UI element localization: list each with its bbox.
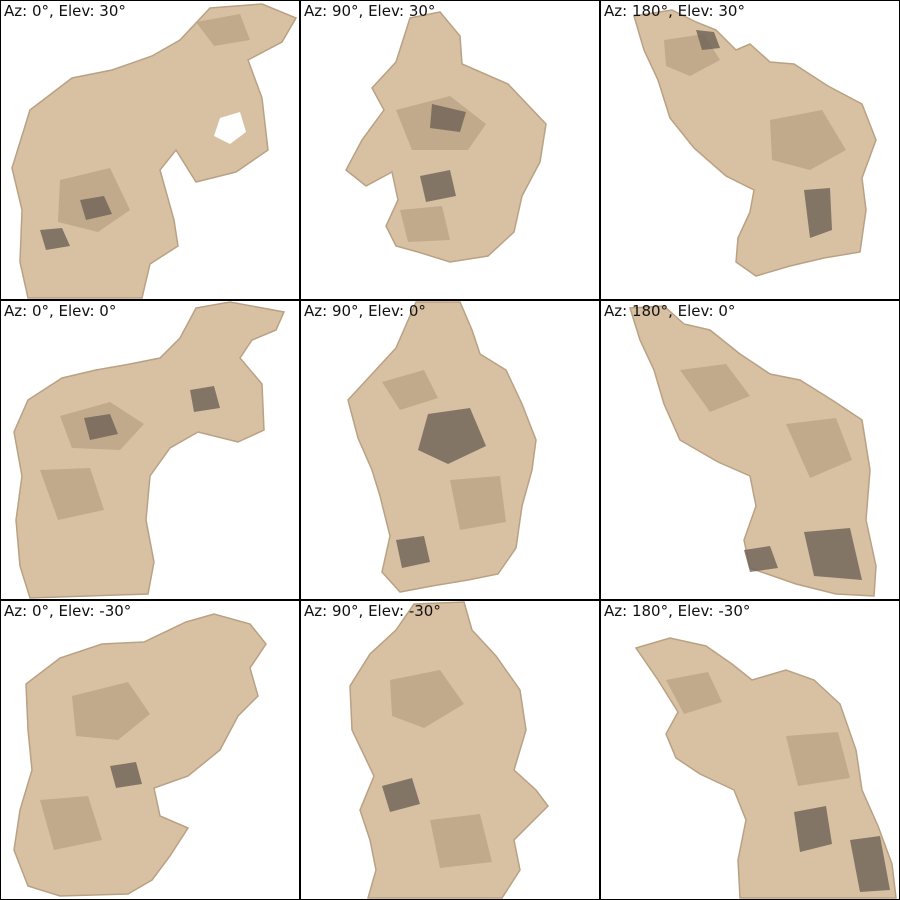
view-caption: Az: 180°, Elev: -30°	[604, 602, 751, 620]
panel-divider	[599, 0, 601, 900]
voxel-object-render	[11, 3, 298, 299]
view-caption: Az: 0°, Elev: 0°	[4, 302, 117, 320]
view-panel-az180-elev30: Az: 180°, Elev: 30°	[600, 0, 900, 300]
view-panel-az90-elev0: Az: 90°, Elev: 0°	[300, 300, 600, 600]
voxel-object-render	[634, 637, 897, 899]
view-panel-az90-elev30: Az: 90°, Elev: 30°	[300, 0, 600, 300]
voxel-object-render	[633, 9, 877, 277]
view-panel-az180-elev0: Az: 180°, Elev: 0°	[600, 300, 900, 600]
voxel-object-render	[349, 601, 549, 899]
panel-divider	[0, 599, 900, 601]
view-caption: Az: 0°, Elev: -30°	[4, 602, 132, 620]
voxel-object-render	[345, 11, 547, 263]
view-caption: Az: 180°, Elev: 0°	[604, 302, 736, 320]
view-caption: Az: 180°, Elev: 30°	[604, 2, 745, 20]
voxel-object-render	[347, 301, 537, 593]
panel-divider	[0, 299, 900, 301]
view-panel-az0-elev0: Az: 0°, Elev: 0°	[0, 300, 300, 600]
voxel-object-render	[628, 305, 877, 597]
view-panel-az180-elev-30: Az: 180°, Elev: -30°	[600, 600, 900, 900]
view-caption: Az: 0°, Elev: 30°	[4, 2, 126, 20]
voxel-object-render	[13, 613, 267, 897]
view-caption: Az: 90°, Elev: 0°	[304, 302, 426, 320]
panel-divider	[299, 0, 301, 900]
view-caption: Az: 90°, Elev: -30°	[304, 602, 441, 620]
view-panel-az0-elev30: Az: 0°, Elev: 30°	[0, 0, 300, 300]
view-panel-az90-elev-30: Az: 90°, Elev: -30°	[300, 600, 600, 900]
view-panel-az0-elev-30: Az: 0°, Elev: -30°	[0, 600, 300, 900]
view-caption: Az: 90°, Elev: 30°	[304, 2, 436, 20]
voxel-object-render	[13, 301, 286, 599]
